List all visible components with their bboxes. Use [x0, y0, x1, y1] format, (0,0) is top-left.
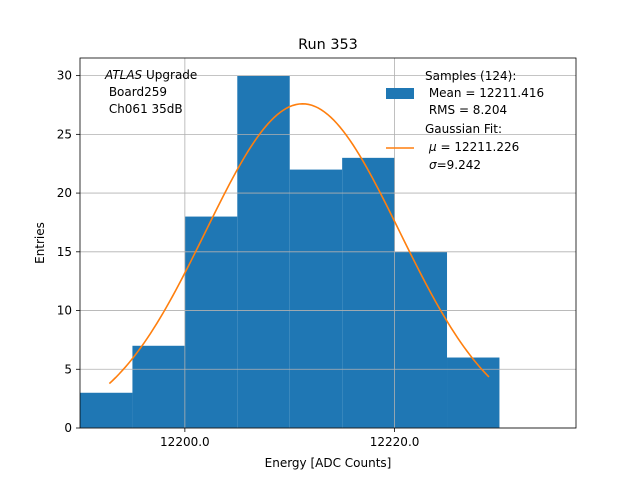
x-tick-label: 12220.0: [370, 435, 420, 449]
chart-title: Run 353: [298, 37, 358, 53]
legend-fit-sigma: σ=9.242: [429, 158, 481, 172]
y-tick-label: 20: [57, 186, 72, 200]
y-tick-label: 30: [57, 69, 72, 83]
histogram-bar: [447, 357, 500, 428]
annotation-line-1: ATLAS Upgrade: [104, 68, 197, 82]
legend-sigma-symbol: σ: [429, 158, 437, 172]
annotation-line-3: Ch061 35dB: [105, 102, 183, 116]
legend: Samples (124): Mean = 12211.416 RMS = 8.…: [386, 69, 544, 172]
annotation-upgrade: Upgrade: [142, 68, 197, 82]
plot-frame: [79, 57, 577, 429]
legend-mu-symbol: μ: [428, 140, 437, 154]
y-tick-label: 25: [57, 127, 72, 141]
fit-curve-line: [108, 103, 490, 385]
axis-ticks: 12200.0 12220.0 0 5 10 15 20 25 30: [57, 69, 420, 449]
legend-samples-rms: RMS = 8.204: [425, 103, 507, 117]
y-tick-label: 5: [64, 362, 72, 376]
y-tick-label: 10: [57, 304, 72, 318]
histogram-bar: [394, 251, 448, 428]
legend-samples-swatch: [386, 88, 414, 99]
histogram-bar: [132, 345, 185, 428]
legend-mu-value: = 12211.226: [437, 140, 520, 154]
y-axis-label: Entries: [33, 222, 47, 264]
legend-fit-title: Gaussian Fit:: [425, 122, 502, 136]
legend-fit-mu: μ = 12211.226: [428, 140, 519, 154]
annotation-line-2: Board259: [105, 85, 167, 99]
gaussian-fit: [108, 103, 490, 385]
x-axis-label: Energy [ADC Counts]: [265, 456, 392, 470]
y-tick-label: 15: [57, 245, 72, 259]
y-tick-label: 0: [64, 421, 72, 435]
annotation-atlas: ATLAS: [104, 68, 143, 82]
histogram-bar: [289, 169, 343, 429]
histogram-bar: [80, 392, 133, 428]
legend-samples-mean: Mean = 12211.416: [425, 86, 544, 100]
run-annotation: ATLAS Upgrade Board259 Ch061 35dB: [104, 68, 197, 116]
histogram-bar: [184, 216, 238, 428]
legend-sigma-value: =9.242: [437, 158, 481, 172]
legend-samples-title: Samples (124):: [425, 69, 516, 83]
histogram-bar: [342, 157, 395, 429]
x-tick-label: 12200.0: [160, 435, 210, 449]
